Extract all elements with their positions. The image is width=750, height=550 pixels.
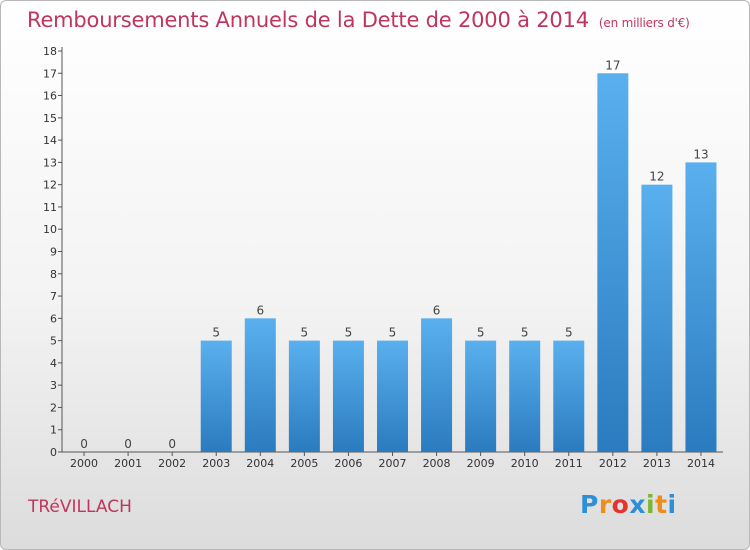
y-tick-label: 8 (50, 268, 57, 281)
bar (509, 340, 541, 452)
bar-value-label: 5 (477, 326, 485, 340)
logo-letter: t (655, 490, 668, 519)
y-tick-label: 3 (50, 379, 57, 392)
bar-value-label: 0 (168, 437, 176, 451)
x-tick-label: 2014 (687, 457, 715, 470)
bar-value-label: 13 (693, 147, 708, 161)
chart-bars (200, 73, 717, 453)
bar-value-label: 0 (124, 437, 132, 451)
bar (641, 184, 673, 452)
bar (288, 340, 320, 452)
logo-letter: i (646, 490, 656, 519)
y-tick-label: 7 (50, 290, 57, 303)
x-tick-label: 2006 (334, 457, 362, 470)
x-tick-label: 2005 (290, 457, 318, 470)
x-tick-label: 2011 (555, 457, 583, 470)
bar (377, 340, 408, 452)
y-tick-label: 15 (43, 112, 57, 125)
y-tick-label: 6 (50, 312, 57, 325)
bar (465, 340, 497, 452)
logo-letter: x (629, 490, 646, 519)
x-tick-label: 2001 (114, 457, 142, 470)
x-tick-label: 2004 (246, 457, 274, 470)
x-tick-label: 2002 (158, 457, 186, 470)
y-tick-label: 9 (50, 246, 57, 259)
y-tick-label: 12 (43, 179, 57, 192)
bar-value-label: 17 (605, 58, 620, 72)
y-tick-label: 0 (50, 446, 57, 459)
y-tick-label: 2 (50, 401, 57, 414)
bar (597, 73, 629, 453)
y-tick-label: 4 (50, 357, 57, 370)
bar (244, 318, 276, 452)
bar-value-label: 6 (256, 303, 264, 317)
x-tick-label: 2013 (643, 457, 671, 470)
bar-value-label: 5 (389, 326, 397, 340)
chart-unit: (en milliers d'€) (598, 16, 690, 30)
bar-value-label: 12 (649, 170, 664, 184)
y-tick-label: 14 (43, 134, 57, 147)
proxiti-logo: Proxiti (580, 490, 677, 519)
logo-letter: o (611, 490, 630, 519)
bar (200, 340, 232, 452)
logo-letter: P (580, 490, 599, 519)
x-tick-label: 2009 (467, 457, 495, 470)
y-tick-label: 13 (43, 156, 57, 169)
chart-value-labels: 0 0 0 5 6 5 5 5 6 5 5 5 17 12 13 (80, 58, 708, 451)
bar-value-label: 5 (521, 326, 529, 340)
bar-value-label: 5 (565, 326, 573, 340)
y-tick-label: 16 (43, 90, 57, 103)
y-tick-label: 5 (50, 335, 57, 348)
x-tick-label: 2012 (599, 457, 627, 470)
bar (421, 318, 453, 452)
x-tick-label: 2003 (202, 457, 230, 470)
bar (685, 162, 717, 452)
logo-letter: r (598, 490, 612, 519)
y-tick-label: 1 (50, 424, 57, 437)
bar-value-label: 5 (301, 326, 309, 340)
bar-value-label: 6 (433, 303, 441, 317)
bar-value-label: 5 (345, 326, 353, 340)
x-tick-label: 2007 (379, 457, 407, 470)
bar (553, 340, 585, 452)
y-tick-label: 11 (43, 201, 57, 214)
bar-value-label: 0 (80, 437, 88, 451)
commune-name: TRéVILLACH (28, 497, 132, 517)
bar (332, 340, 364, 452)
logo-letter: i (667, 490, 677, 519)
y-tick-label: 17 (43, 67, 57, 80)
bar-value-label: 5 (212, 326, 220, 340)
y-tick-label: 10 (43, 223, 57, 236)
y-tick-label: 18 (43, 45, 57, 58)
x-tick-label: 2010 (511, 457, 539, 470)
x-tick-label: 2000 (70, 457, 98, 470)
chart-title: Remboursements Annuels de la Dette de 20… (27, 8, 690, 32)
x-tick-label: 2008 (423, 457, 451, 470)
chart-title-text: Remboursements Annuels de la Dette de 20… (27, 8, 589, 32)
